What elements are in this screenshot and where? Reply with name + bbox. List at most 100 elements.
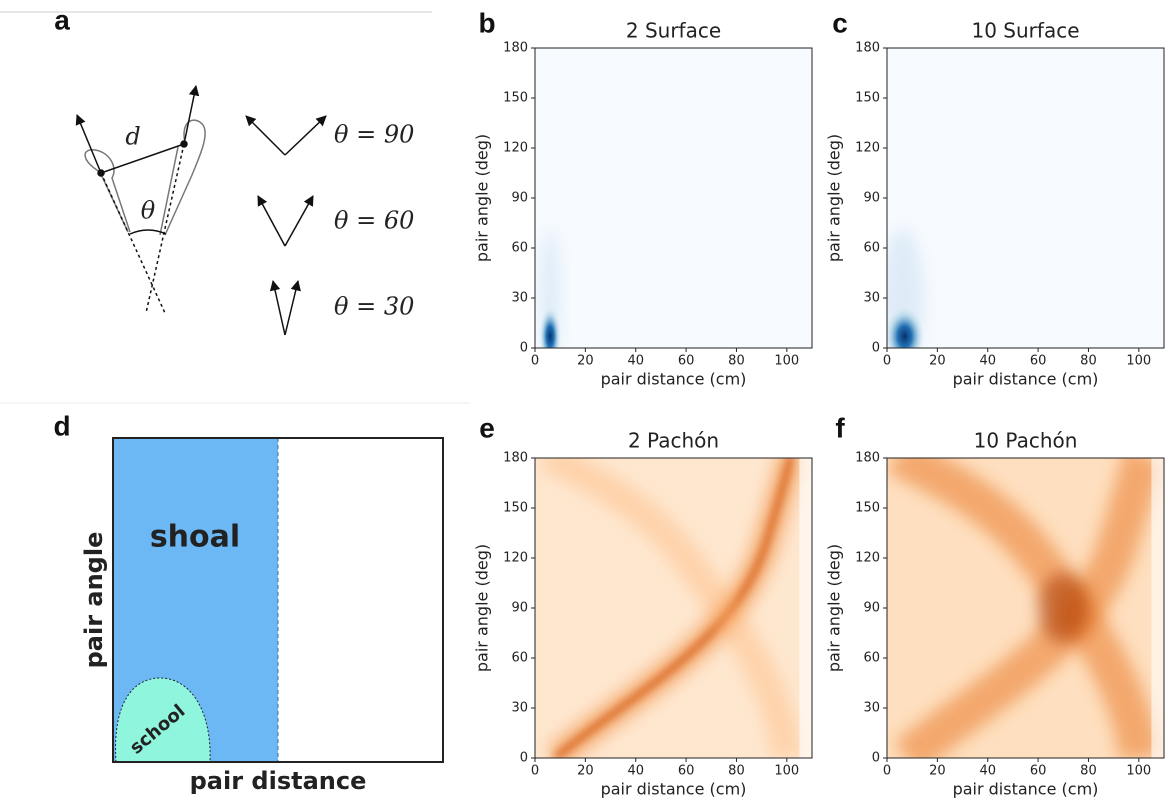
x-tick-label: 40 xyxy=(627,354,644,369)
y-tick-label: 30 xyxy=(863,291,880,306)
y-tick-label: 0 xyxy=(520,341,528,356)
x-tick-label: 80 xyxy=(1080,764,1097,779)
density-edge xyxy=(1151,458,1164,758)
heading-extension xyxy=(145,143,185,314)
x-tick-label: 100 xyxy=(774,764,799,779)
example-label: θ = 90 xyxy=(334,121,414,149)
y-tick-label: 150 xyxy=(855,501,880,516)
angle-arc xyxy=(129,229,167,235)
x-tick-label: 20 xyxy=(929,354,946,369)
density-core xyxy=(539,306,562,348)
x-tick-label: 60 xyxy=(1030,764,1047,779)
x-tick-label: 100 xyxy=(1126,354,1151,369)
y-tick-label: 150 xyxy=(855,91,880,106)
distance-label: d xyxy=(125,123,140,151)
diagram-a xyxy=(75,84,327,336)
y-tick-label: 0 xyxy=(872,341,880,356)
x-tick-label: 20 xyxy=(577,764,594,779)
x-axis-label: pair distance (cm) xyxy=(601,780,747,799)
y-axis-label: pair angle (deg) xyxy=(473,544,492,672)
x-axis-label: pair distance (cm) xyxy=(953,780,1099,799)
y-tick-label: 60 xyxy=(863,651,880,666)
y-tick-label: 180 xyxy=(503,41,528,56)
example-arrow xyxy=(269,279,286,336)
y-tick-label: 180 xyxy=(855,451,880,466)
y-tick-label: 180 xyxy=(855,41,880,56)
example-arrow xyxy=(245,115,286,156)
y-axis-label: pair angle (deg) xyxy=(825,544,844,672)
chart-title: 10 Pachón xyxy=(974,429,1078,453)
density-band xyxy=(552,458,795,758)
y-tick-label: 90 xyxy=(863,191,880,206)
chart-title: 10 Surface xyxy=(972,19,1080,43)
y-tick-label: 120 xyxy=(503,551,528,566)
y-tick-label: 120 xyxy=(855,551,880,566)
density-band xyxy=(894,458,1163,758)
plot-background xyxy=(535,48,812,348)
y-tick-label: 30 xyxy=(511,291,528,306)
example-arrow xyxy=(284,195,314,247)
axis-label: pair distance xyxy=(190,767,367,795)
panel-label: b xyxy=(478,7,495,38)
x-tick-label: 100 xyxy=(1126,764,1151,779)
x-axis-label: pair distance (cm) xyxy=(601,370,747,389)
y-tick-label: 30 xyxy=(511,701,528,716)
x-tick-label: 80 xyxy=(1080,354,1097,369)
fish-outline xyxy=(84,149,131,233)
heatmap-density xyxy=(535,458,812,758)
heading-extension xyxy=(100,172,166,314)
heatmap-density xyxy=(887,458,1164,758)
y-tick-label: 90 xyxy=(511,191,528,206)
x-tick-label: 60 xyxy=(678,354,695,369)
heading-arrow xyxy=(75,114,102,174)
density-core xyxy=(1038,573,1089,643)
x-tick-label: 40 xyxy=(627,764,644,779)
angle-label: θ xyxy=(141,197,156,225)
fish-outline xyxy=(159,146,179,236)
x-tick-label: 60 xyxy=(678,764,695,779)
example-label: θ = 30 xyxy=(334,293,414,321)
example-label: θ = 60 xyxy=(334,207,414,235)
density-edge xyxy=(799,458,812,758)
x-tick-label: 40 xyxy=(979,764,996,779)
y-tick-label: 30 xyxy=(863,701,880,716)
density-band xyxy=(887,458,1159,758)
heatmap-density xyxy=(539,228,562,348)
density-band xyxy=(537,458,802,758)
fish-point xyxy=(180,140,188,148)
x-tick-label: 40 xyxy=(979,354,996,369)
x-tick-label: 80 xyxy=(728,764,745,779)
y-tick-label: 120 xyxy=(503,141,528,156)
school-region xyxy=(115,677,211,763)
panel-label: f xyxy=(835,412,845,443)
region-label: shoal xyxy=(150,520,240,555)
x-tick-label: 0 xyxy=(883,764,891,779)
y-tick-label: 90 xyxy=(511,601,528,616)
plot-background xyxy=(887,48,1164,348)
y-tick-label: 120 xyxy=(855,141,880,156)
y-tick-label: 90 xyxy=(863,601,880,616)
y-tick-label: 150 xyxy=(503,501,528,516)
x-axis-label: pair distance (cm) xyxy=(953,370,1099,389)
y-tick-label: 60 xyxy=(511,241,528,256)
y-tick-label: 150 xyxy=(503,91,528,106)
y-tick-label: 60 xyxy=(863,241,880,256)
density-core xyxy=(887,306,925,348)
diagram-frame xyxy=(112,437,444,763)
example-arrow xyxy=(257,195,286,247)
panel-label: a xyxy=(54,4,70,35)
heading-arrow xyxy=(183,84,200,145)
chart-title: 2 Surface xyxy=(626,19,721,43)
panel-label: e xyxy=(479,412,495,443)
heatmap-density xyxy=(887,228,925,348)
y-tick-label: 0 xyxy=(520,751,528,766)
x-tick-label: 20 xyxy=(929,764,946,779)
distance-line xyxy=(100,143,185,174)
x-tick-label: 100 xyxy=(774,354,799,369)
diagram-d xyxy=(112,437,444,763)
x-tick-label: 0 xyxy=(531,764,539,779)
y-axis-label: pair angle (deg) xyxy=(473,134,492,262)
x-tick-label: 20 xyxy=(577,354,594,369)
x-tick-label: 0 xyxy=(883,354,891,369)
